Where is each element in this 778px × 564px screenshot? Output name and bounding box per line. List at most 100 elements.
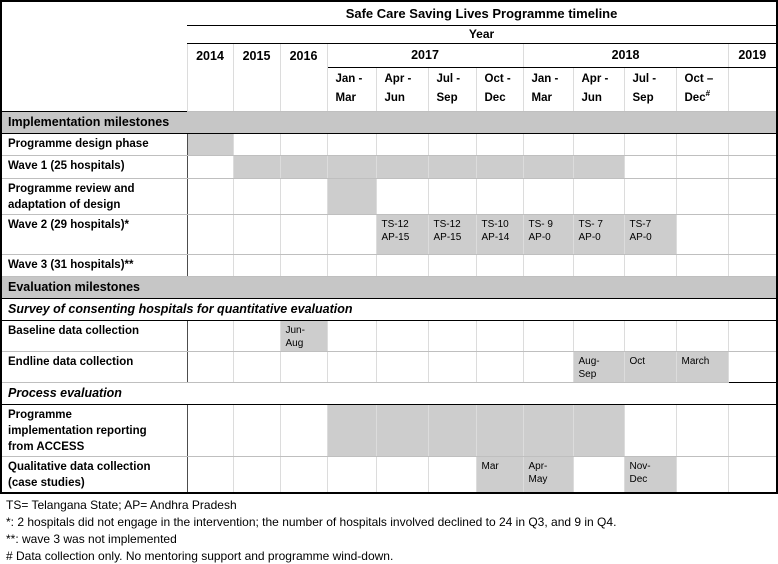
footnote-asterisk: *: 2 hospitals did not engage in the int… [6, 514, 617, 529]
empty-cell [475, 253, 524, 277]
subsection-survey: Survey of consenting hospitals for quant… [1, 297, 778, 321]
year-2015: 2015 [232, 42, 281, 112]
cell-text: TS- 7 [578, 218, 603, 230]
row-label-access: Programme implementation reporting from … [0, 403, 188, 457]
empty-cell [675, 213, 729, 255]
empty-cell [279, 350, 328, 383]
cell-text: Oct [629, 355, 646, 367]
footnote-hash: # Data collection only. No mentoring sup… [6, 548, 394, 563]
row-endline: Endline data collection Aug- Sep Oct Marc… [0, 350, 777, 383]
endline-cell-2018q4: Oct [623, 350, 677, 383]
empty-cell [623, 132, 677, 156]
empty-cell [232, 350, 281, 383]
empty-cell [326, 253, 377, 277]
empty-cell [375, 319, 429, 352]
row-programme-review: Programme review and adaptation of desig… [0, 177, 778, 215]
cell-text: Oct - [484, 72, 511, 85]
cell-text: Aug [285, 337, 304, 349]
wave2-cell-2018q2: TS- 7 AP-0 [572, 213, 625, 255]
empty-cell [475, 177, 524, 215]
empty-cell [326, 319, 377, 352]
cell-text: Dec [684, 91, 706, 104]
cell-text: Mar [531, 91, 552, 104]
wave1-bar-segment [232, 154, 281, 179]
table-title: Safe Care Saving Lives Programme timelin… [187, 1, 778, 26]
endline-cell-2019: March [675, 350, 729, 383]
empty-cell [375, 253, 429, 277]
section-header-text: Evaluation milestones [1, 275, 778, 299]
access-bar-segment [522, 403, 574, 457]
wave1-bar-segment [475, 154, 524, 179]
empty-cell [279, 213, 328, 255]
baseline-cell-2016: Jun- Aug [279, 319, 328, 352]
access-bar-segment [475, 403, 524, 457]
empty-cell [623, 253, 677, 277]
empty-cell [279, 403, 328, 457]
empty-cell [375, 132, 429, 156]
wave2-cell-2017q3: TS-12 AP-15 [427, 213, 477, 255]
empty-cell [326, 455, 377, 493]
cell-text: TS- 9 [528, 218, 553, 230]
cell-text: AP-0 [578, 231, 601, 243]
cell-text: TS-12 [433, 218, 461, 230]
cell-text: TS-12 [381, 218, 409, 230]
cell-text: AP-15 [381, 231, 410, 243]
year-2018: 2018 [522, 42, 729, 68]
wave1-bar-segment [375, 154, 429, 179]
empty-cell [675, 403, 729, 457]
row-wave1: Wave 1 (25 hospitals) [0, 154, 778, 179]
empty-cell [375, 177, 429, 215]
empty-cell [186, 213, 234, 255]
empty-cell [186, 403, 234, 457]
endline-cell-2018q3: Aug- Sep [572, 350, 625, 383]
empty-cell [186, 177, 234, 215]
empty-cell [427, 455, 477, 493]
qualitative-cell-2018q2: Apr- May [522, 455, 574, 493]
cell-text: Sep [632, 91, 654, 104]
empty-cell [522, 177, 574, 215]
cell-text: Jun [581, 91, 602, 104]
cell-text: AP-0 [528, 231, 551, 243]
cell-text: Jun [384, 91, 405, 104]
access-bar-segment [375, 403, 429, 457]
row-label-qualitative: Qualitative data collection (case studie… [0, 455, 188, 493]
empty-cell [675, 154, 729, 179]
row-programme-design-phase: Programme design phase [0, 132, 778, 156]
empty-cell [675, 455, 729, 493]
empty-cell [186, 253, 234, 277]
empty-cell [572, 455, 625, 493]
wave2-cell-2018q3: TS-7 AP-0 [623, 213, 677, 255]
row-baseline: Baseline data collection Jun- Aug [0, 319, 778, 352]
wave2-cell-2017q2: TS-12 AP-15 [375, 213, 429, 255]
cell-text: Jun- [285, 324, 305, 336]
cell-text: Apr- [528, 460, 548, 472]
empty-cell [375, 455, 429, 493]
empty-cell [675, 177, 729, 215]
cell-text: AP-14 [481, 231, 510, 243]
empty-cell [623, 177, 677, 215]
wave1-bar-segment [326, 154, 377, 179]
section-header-text: Implementation milestones [1, 110, 778, 134]
row-access-reporting: Programme implementation reporting from … [0, 403, 778, 457]
row-label-wave1: Wave 1 (25 hospitals) [0, 154, 188, 179]
row-years: 2014 2015 2016 2017 2018 2019 [1, 42, 778, 112]
qualitative-cell-2018q1: Mar [475, 455, 524, 493]
empty-cell [727, 154, 778, 179]
quarter-2017-q1: Jan - Mar [326, 66, 377, 112]
footnote-abbreviations: TS= Telangana State; AP= Andhra Pradesh [6, 497, 237, 512]
empty-cell [186, 455, 234, 493]
empty-cell [623, 319, 677, 352]
empty-cell [279, 455, 328, 493]
empty-cell [186, 350, 234, 383]
empty-cell [279, 177, 328, 215]
row-label-wave2: Wave 2 (29 hospitals)* [0, 213, 188, 255]
cell-text: Aug- [578, 355, 600, 367]
cell-text: Oct – [684, 72, 714, 85]
row-qualitative: Qualitative data collection (case studie… [0, 455, 777, 493]
empty-cell [727, 177, 778, 215]
quarter-2018-q1: Jan - Mar [522, 66, 574, 112]
access-bar-segment [572, 403, 625, 457]
cell-text: Sep [578, 368, 597, 380]
empty-cell [279, 253, 328, 277]
empty-cell [427, 132, 477, 156]
